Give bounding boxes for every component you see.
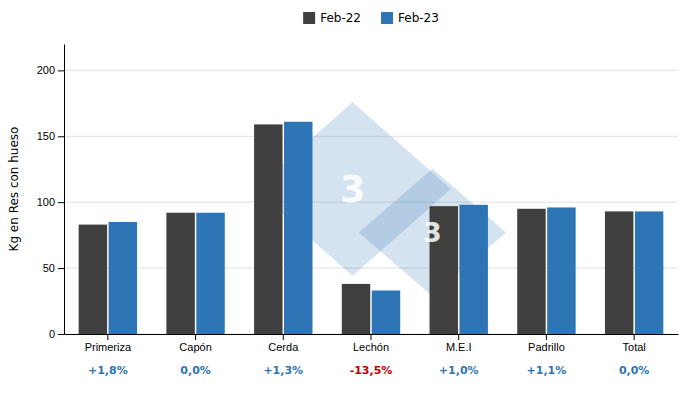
change-label: +1,1% bbox=[527, 364, 567, 377]
x-tick: Lechón bbox=[353, 334, 389, 353]
legend: Feb-22 Feb-23 bbox=[303, 11, 439, 25]
x-tick: M.E.I bbox=[446, 334, 472, 353]
bar bbox=[459, 205, 487, 334]
x-tick-label: M.E.I bbox=[446, 341, 472, 353]
y-tick-mark bbox=[58, 268, 64, 269]
bar bbox=[79, 225, 107, 334]
y-tick: 50 bbox=[43, 262, 64, 274]
plot: 3 3 Primeriza Capón Cerda Lechón M.E.I Padrillo… bbox=[37, 45, 679, 378]
legend-item: Feb-23 bbox=[381, 11, 439, 25]
y-tick-mark bbox=[58, 334, 64, 335]
x-tick-label: Cerda bbox=[268, 341, 299, 353]
x-tick: Total bbox=[623, 334, 646, 353]
x-tick-mark bbox=[195, 334, 196, 340]
grid-line bbox=[64, 268, 678, 269]
bar bbox=[372, 291, 400, 335]
legend-label: Feb-22 bbox=[320, 11, 361, 25]
y-axis-title: Kg en Res con hueso bbox=[7, 127, 21, 252]
change-label: 0,0% bbox=[619, 364, 650, 377]
x-tick-mark bbox=[107, 334, 108, 340]
y-tick-label: 0 bbox=[49, 328, 55, 340]
change-label: -13,5% bbox=[350, 364, 393, 377]
y-axis: 0 50 100 150 200 bbox=[37, 45, 65, 341]
bars bbox=[79, 122, 664, 334]
bar bbox=[109, 222, 137, 334]
y-tick-label: 100 bbox=[37, 196, 55, 208]
x-tick-label: Total bbox=[623, 341, 646, 353]
legend-label: Feb-23 bbox=[398, 11, 439, 25]
legend-item: Feb-22 bbox=[303, 11, 361, 25]
bar bbox=[517, 209, 545, 334]
change-label: +1,8% bbox=[88, 364, 128, 377]
change-label: +1,3% bbox=[263, 364, 303, 377]
x-axis: Primeriza Capón Cerda Lechón M.E.I Padrillo To… bbox=[65, 334, 679, 353]
grid bbox=[64, 70, 678, 334]
bar bbox=[635, 211, 663, 334]
watermark-text: 3 bbox=[423, 217, 442, 248]
y-tick-label: 200 bbox=[37, 64, 55, 76]
y-axis-line bbox=[64, 45, 65, 335]
y-tick: 100 bbox=[37, 196, 64, 208]
bar bbox=[254, 124, 282, 334]
x-tick-label: Padrillo bbox=[528, 341, 565, 353]
change-label: +1,0% bbox=[439, 364, 479, 377]
x-tick: Padrillo bbox=[528, 334, 565, 353]
bar bbox=[196, 213, 224, 334]
x-tick-mark bbox=[371, 334, 372, 340]
bar-series bbox=[109, 122, 664, 334]
x-tick-label: Lechón bbox=[353, 341, 389, 353]
bar bbox=[166, 213, 194, 334]
y-tick: 0 bbox=[49, 328, 64, 340]
legend-swatch bbox=[381, 12, 393, 24]
bar bbox=[605, 211, 633, 334]
x-tick: Cerda bbox=[268, 334, 299, 353]
x-tick-mark bbox=[283, 334, 284, 340]
bar bbox=[342, 284, 370, 334]
change-label: 0,0% bbox=[180, 364, 211, 377]
y-tick-mark bbox=[58, 202, 64, 203]
x-tick-mark bbox=[546, 334, 547, 340]
y-tick-mark bbox=[58, 70, 64, 71]
x-tick-mark bbox=[634, 334, 635, 340]
y-tick: 150 bbox=[37, 130, 64, 142]
bar-series bbox=[79, 124, 634, 334]
y-tick-label: 50 bbox=[43, 262, 55, 274]
grid-line bbox=[64, 70, 678, 71]
x-tick-label: Capón bbox=[179, 341, 211, 353]
x-tick-mark bbox=[458, 334, 459, 340]
bar bbox=[547, 207, 575, 334]
chart: 3 3 Primeriza Capón Cerda Lechón M.E.I Padrillo… bbox=[0, 0, 700, 400]
x-tick: Capón bbox=[179, 334, 211, 353]
y-tick-mark bbox=[58, 136, 64, 137]
x-tick-label: Primeriza bbox=[85, 341, 132, 353]
y-tick: 200 bbox=[37, 64, 64, 76]
watermark-text: 3 bbox=[340, 168, 366, 211]
legend-swatch bbox=[303, 12, 315, 24]
y-tick-label: 150 bbox=[37, 130, 55, 142]
bar bbox=[284, 122, 312, 334]
x-tick: Primeriza bbox=[85, 334, 132, 353]
